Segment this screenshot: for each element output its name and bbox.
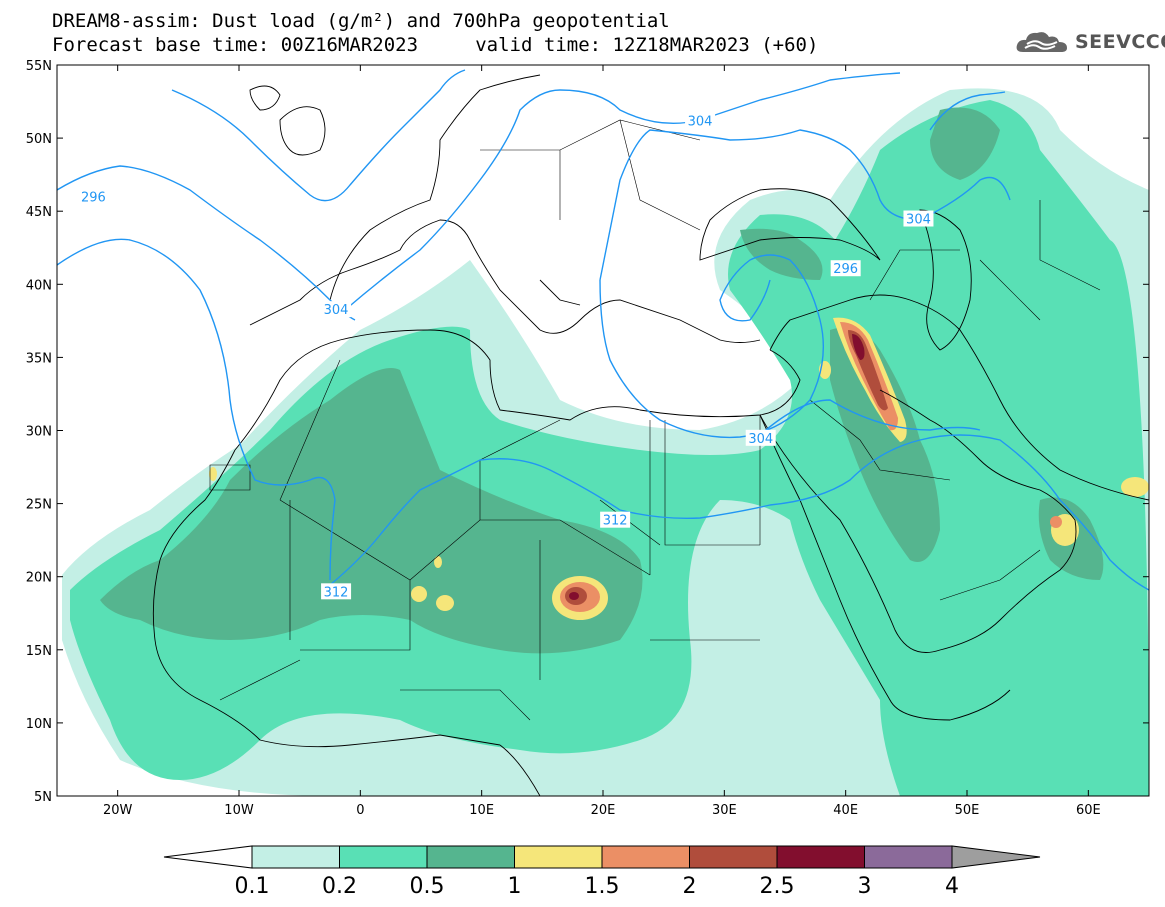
colorbar: 0.1 0.2 0.5 1 1.5 2 2.5 3 4 [163,845,1041,899]
lat-label: 15N [26,644,52,659]
forecast-time-line: Forecast base time: 00Z16MAR2023 valid t… [52,34,819,56]
interior-borders [209,119,1101,721]
lat-label: 30N [26,425,52,440]
lon-label: 0 [356,803,364,818]
logo-text: SEEVCCC [1075,31,1165,53]
colorbar-segment [514,845,603,869]
lat-label: 25N [26,498,52,513]
cloud-logo-icon [1016,32,1067,52]
colorbar-low-arrow [163,845,253,869]
lon-label: 30E [712,803,737,818]
colorbar-segment [864,845,953,869]
dust-field-2.5-3 [569,334,865,600]
seevccc-logo: SEEVCCC [1015,26,1165,58]
dust-field-medium [70,100,1149,796]
lon-label: 10E [469,803,494,818]
dust-field-heavy [100,107,1104,654]
contour-value: 304 [324,303,349,318]
colorbar-label: 2 [683,874,697,899]
contour-label: 304 [685,112,716,130]
colorbar-segment [601,845,690,869]
lat-label: 50N [26,132,52,147]
latitude-axis: 55N 50N 45N 40N 35N 30N 25N 20N 15N 10N 5N [26,59,1149,805]
lat-label: 20N [26,571,52,586]
lon-label: 10W [224,803,254,818]
contour-label: 296 [78,188,109,206]
contour-value: 312 [324,585,349,600]
colorbar-segment [426,845,515,869]
colorbar-label: 0.2 [322,874,357,899]
colorbar-label: 2.5 [760,874,795,899]
colorbar-label: 0.1 [235,874,270,899]
contour-label: 296 [830,260,861,277]
colorbar-segment [251,845,340,869]
contour-value: 296 [81,191,106,206]
lat-label: 35N [26,351,52,366]
contour-label: 312 [321,583,352,600]
colorbar-label: 0.5 [410,874,445,899]
lat-label: 45N [26,205,52,220]
coastlines-borders [152,74,1149,796]
contour-label: 312 [600,511,631,529]
colorbar-high-arrow [951,845,1041,869]
lon-label: 20E [591,803,616,818]
colorbar-segment [689,845,778,869]
map-title: DREAM8-assim: Dust load (g/m²) and 700hP… [52,10,670,32]
colorbar-label: 1 [508,874,522,899]
lon-label: 20W [103,803,133,818]
contour-label: 304 [745,429,776,447]
colorbar-segment [339,845,428,869]
colorbar-label: 1.5 [585,874,620,899]
contour-value: 296 [833,262,858,277]
contour-labels: 296312304304304296304312312 [78,112,934,600]
contour-value: 312 [603,514,628,529]
colorbar-label: 3 [858,874,872,899]
lon-label: 40E [833,803,858,818]
longitude-axis: 20W 10W 0 10E 20E 30E 40E 50E 60E [103,65,1101,818]
colorbar-label: 4 [945,874,959,899]
colorbar-segment [776,845,865,869]
contour-value: 304 [688,115,713,130]
contour-value: 304 [748,432,773,447]
lat-label: 10N [26,717,52,732]
lat-label: 5N [34,790,52,805]
contour-label: 304 [321,301,352,318]
geopotential-contours [57,69,1149,591]
lon-label: 50E [955,803,980,818]
lat-label: 40N [26,278,52,293]
contour-label: 304 [903,210,934,228]
lat-label: 55N [26,59,52,74]
contour-value: 304 [906,213,931,228]
lon-label: 60E [1076,803,1101,818]
